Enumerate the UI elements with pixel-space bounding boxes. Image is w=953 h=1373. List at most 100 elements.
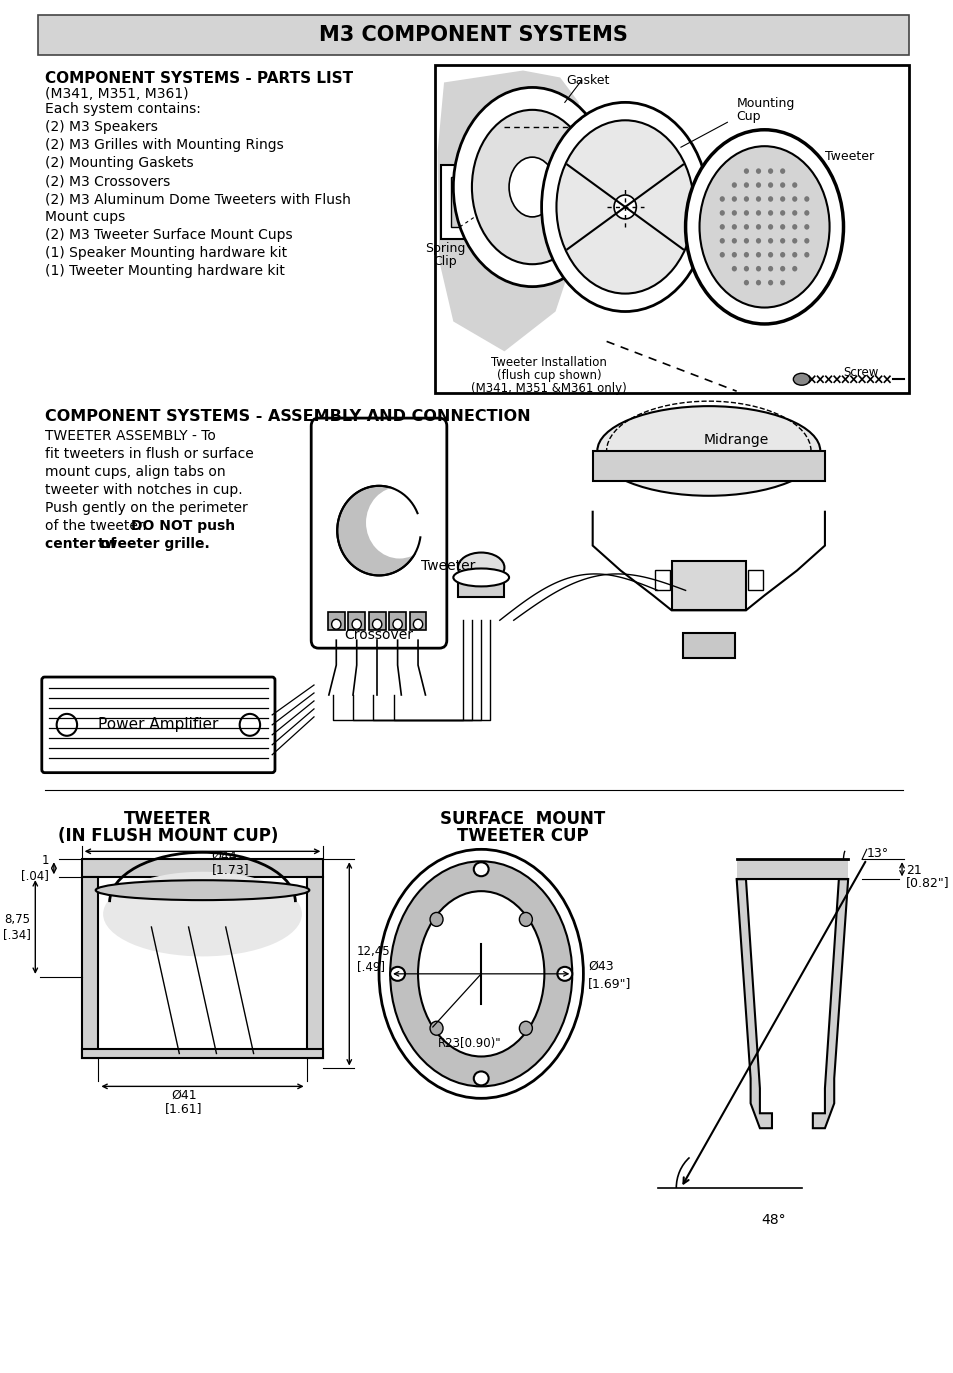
Circle shape	[803, 196, 808, 202]
Circle shape	[767, 280, 772, 286]
Text: [1.73]: [1.73]	[212, 864, 249, 876]
Text: 1
[.04]: 1 [.04]	[21, 854, 50, 883]
Bar	[747, 570, 761, 590]
Text: Tweeter: Tweeter	[420, 559, 475, 573]
Bar	[435, 65, 907, 393]
Circle shape	[743, 253, 748, 258]
Circle shape	[719, 196, 724, 202]
Circle shape	[780, 280, 784, 286]
Circle shape	[755, 238, 760, 243]
Circle shape	[336, 486, 420, 575]
Text: SURFACE  MOUNT: SURFACE MOUNT	[440, 810, 605, 828]
Circle shape	[743, 280, 748, 286]
Ellipse shape	[509, 157, 555, 217]
Circle shape	[767, 253, 772, 258]
Text: tweeter with notches in cup.: tweeter with notches in cup.	[45, 483, 242, 497]
Circle shape	[413, 619, 422, 629]
Text: (M341, M351 &M361 only): (M341, M351 &M361 only)	[471, 382, 626, 395]
Text: (2) M3 Speakers: (2) M3 Speakers	[45, 121, 157, 135]
Text: Mounting: Mounting	[736, 97, 794, 110]
Circle shape	[791, 238, 797, 243]
Circle shape	[731, 183, 736, 188]
Text: COMPONENT SYSTEMS - ASSEMBLY AND CONNECTION: COMPONENT SYSTEMS - ASSEMBLY AND CONNECT…	[45, 409, 530, 424]
Circle shape	[743, 196, 748, 202]
Text: (2) M3 Aluminum Dome Tweeters with Flush: (2) M3 Aluminum Dome Tweeters with Flush	[45, 192, 350, 206]
Text: (IN FLUSH MOUNT CUP): (IN FLUSH MOUNT CUP)	[58, 828, 278, 846]
Circle shape	[767, 266, 772, 272]
Text: Tweeter Installation: Tweeter Installation	[491, 357, 606, 369]
Circle shape	[780, 183, 784, 188]
Text: [0.82"]: [0.82"]	[904, 876, 948, 890]
Text: Cup: Cup	[736, 110, 760, 124]
Bar	[409, 612, 426, 630]
Circle shape	[755, 210, 760, 216]
Circle shape	[803, 210, 808, 216]
Circle shape	[767, 224, 772, 229]
Ellipse shape	[793, 373, 809, 386]
Text: of the tweeter.: of the tweeter.	[45, 519, 151, 533]
Circle shape	[791, 210, 797, 216]
Circle shape	[743, 266, 748, 272]
Ellipse shape	[556, 121, 693, 294]
Circle shape	[518, 913, 532, 927]
Polygon shape	[82, 877, 98, 1059]
Circle shape	[791, 196, 797, 202]
Circle shape	[614, 195, 636, 218]
Circle shape	[743, 238, 748, 243]
Circle shape	[755, 183, 760, 188]
FancyBboxPatch shape	[311, 419, 446, 648]
Text: Each system contains:: Each system contains:	[45, 103, 200, 117]
Bar	[82, 1049, 323, 1059]
Text: Tweeter: Tweeter	[824, 150, 873, 163]
Bar	[389, 612, 406, 630]
Bar	[369, 612, 385, 630]
Circle shape	[780, 266, 784, 272]
Text: Ø41: Ø41	[171, 1089, 196, 1101]
Text: 12,45
[.49]: 12,45 [.49]	[356, 945, 390, 973]
Bar	[82, 859, 323, 877]
Bar	[736, 859, 847, 879]
Polygon shape	[736, 879, 771, 1129]
Text: Mount cups: Mount cups	[45, 210, 125, 224]
FancyBboxPatch shape	[441, 165, 477, 239]
Circle shape	[767, 183, 772, 188]
Text: (2) Mounting Gaskets: (2) Mounting Gaskets	[45, 157, 193, 170]
FancyBboxPatch shape	[42, 677, 274, 773]
Bar	[450, 177, 469, 227]
Text: (flush cup shown): (flush cup shown)	[497, 369, 600, 382]
Text: mount cups, align tabs on: mount cups, align tabs on	[45, 465, 225, 479]
Ellipse shape	[597, 406, 820, 496]
Circle shape	[731, 210, 736, 216]
Ellipse shape	[378, 850, 583, 1098]
Circle shape	[719, 253, 724, 258]
Text: TWEETER: TWEETER	[124, 810, 212, 828]
Ellipse shape	[390, 967, 405, 980]
Circle shape	[755, 196, 760, 202]
Text: Clip: Clip	[433, 255, 456, 268]
Circle shape	[366, 487, 433, 559]
Circle shape	[352, 619, 361, 629]
Circle shape	[767, 238, 772, 243]
Circle shape	[780, 224, 784, 229]
Circle shape	[780, 238, 784, 243]
Circle shape	[332, 619, 340, 629]
Bar	[348, 612, 365, 630]
Circle shape	[755, 169, 760, 174]
Circle shape	[803, 253, 808, 258]
Circle shape	[780, 210, 784, 216]
Text: fit tweeters in flush or surface: fit tweeters in flush or surface	[45, 448, 253, 461]
Circle shape	[803, 224, 808, 229]
Text: Crossover: Crossover	[344, 629, 413, 643]
Circle shape	[430, 1022, 442, 1035]
Circle shape	[731, 266, 736, 272]
Ellipse shape	[474, 1071, 488, 1086]
Circle shape	[743, 183, 748, 188]
Circle shape	[731, 253, 736, 258]
Bar	[655, 570, 669, 590]
Text: 8,75
[.34]: 8,75 [.34]	[3, 913, 30, 941]
Circle shape	[791, 183, 797, 188]
Polygon shape	[437, 70, 578, 351]
Text: (2) M3 Crossovers: (2) M3 Crossovers	[45, 174, 170, 188]
Circle shape	[731, 196, 736, 202]
Bar	[592, 450, 824, 481]
